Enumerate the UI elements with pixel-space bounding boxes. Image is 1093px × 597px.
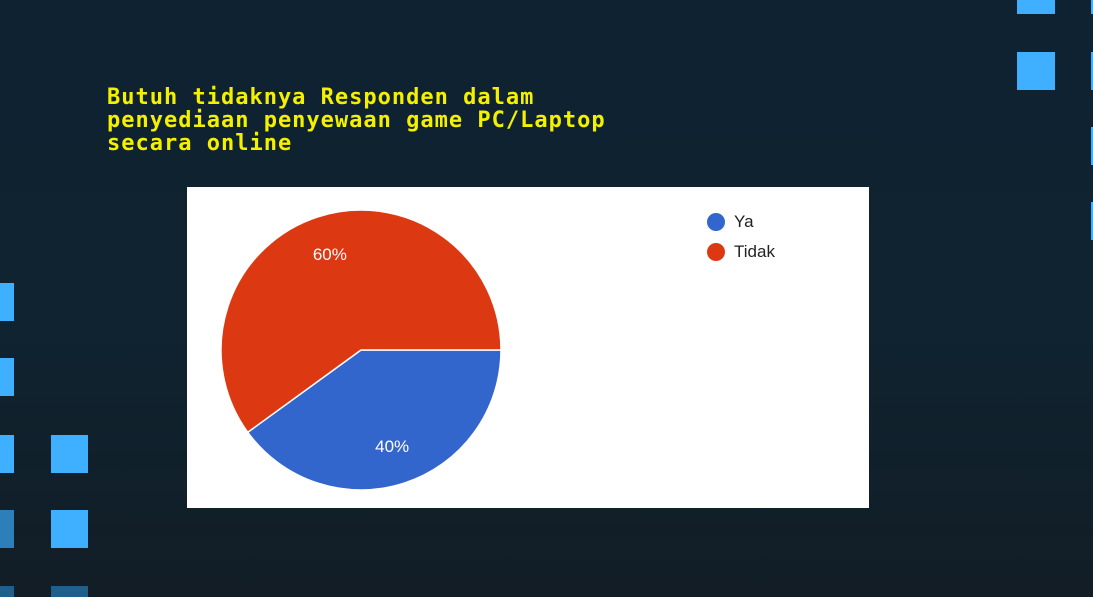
legend-item-tidak: Tidak [707,237,775,267]
pie-chart: 40% 60% [220,209,502,491]
decor-square [0,358,14,396]
decor-square [51,510,88,548]
legend-item-ya: Ya [707,207,775,237]
decor-square [51,586,88,597]
pie-chart-panel: 40% 60% Ya Tidak [187,187,869,508]
decor-square [1091,52,1093,90]
decor-square [0,586,14,597]
decor-square [0,435,14,473]
decor-square [51,435,88,473]
slide-title: Butuh tidaknya Responden dalam penyediaa… [107,85,606,156]
decor-square [1091,202,1093,240]
legend-label: Tidak [734,242,775,261]
decor-square [0,283,14,321]
pie-slice-ya [246,349,502,491]
pie-slice-tidak [220,209,502,434]
pie-label-ya: 40% [375,437,409,456]
legend-swatch [707,213,725,231]
decor-square [1091,127,1093,165]
pie-label-tidak: 60% [313,245,347,264]
legend-swatch [707,243,725,261]
legend-label: Ya [734,212,754,231]
decor-square [1017,0,1055,14]
decor-square [1091,0,1093,14]
decor-square [0,510,14,548]
decor-square [1017,52,1055,90]
chart-legend: Ya Tidak [707,207,775,267]
